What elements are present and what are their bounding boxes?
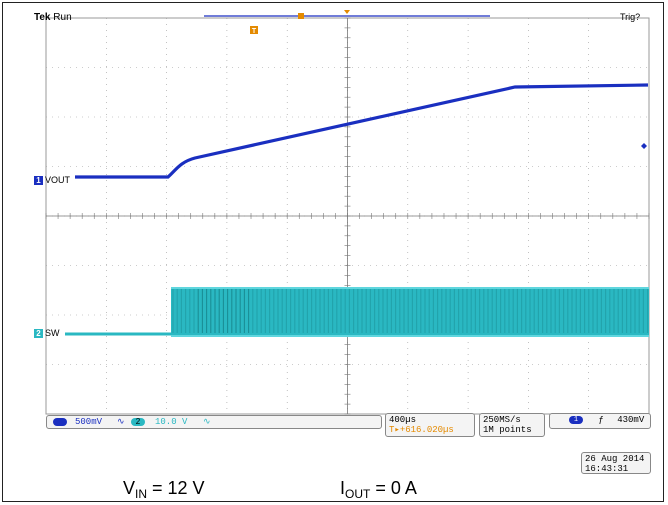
trigger-level: 430mV (617, 415, 645, 425)
trigger-position-arrow (344, 10, 350, 14)
brand-status: Tek Run (34, 12, 72, 23)
vin-caption: VIN = 12 V (123, 478, 205, 501)
trigger-point-icon (250, 26, 258, 34)
record-trigger-marker (298, 13, 304, 19)
sample-rate: 250MS/s (483, 415, 521, 425)
date: 26 Aug 2014 (585, 454, 645, 464)
record-length: 1M points (483, 425, 532, 435)
ch2-coupling-icon: ∿ (203, 417, 211, 427)
time: 16:43:31 (585, 464, 629, 474)
ch1-coupling-icon: ∿ (117, 417, 125, 427)
channel-status-bar: 500mV ∿ 2 10.0 V ∿ (46, 415, 382, 429)
ch1-ground-marker: 1 (34, 176, 43, 185)
ch1-badge (53, 418, 67, 426)
timebase-value: 400µs (389, 415, 417, 425)
timestamp-box: 26 Aug 2014 16:43:31 (581, 452, 651, 474)
trigger-slope-icon: ƒ (598, 415, 604, 425)
ch1-label: VOUT (45, 175, 71, 185)
sw-waveform (65, 287, 649, 337)
svg-text:T: T (252, 28, 257, 35)
graticule (45, 17, 650, 415)
vout-waveform (75, 83, 649, 179)
trigger-status: Trig? (620, 12, 641, 22)
trigger-position-value: T▸+616.020µs (389, 425, 454, 435)
trigger-level-marker (641, 143, 647, 149)
trigger-box: 1 ƒ 430mV (549, 413, 651, 429)
ch2-scale: 10.0 V (155, 417, 188, 427)
acquisition-box: 250MS/s 1M points (479, 413, 545, 437)
timebase-box: 400µs T▸+616.020µs (385, 413, 475, 437)
ch2-badge: 2 (131, 418, 145, 426)
trigger-source-badge: 1 (569, 415, 583, 424)
ch1-scale: 500mV (75, 417, 103, 427)
iout-caption: IOUT = 0 A (340, 478, 417, 501)
ch2-ground-marker: 2 (34, 329, 43, 338)
ch2-label: SW (45, 328, 60, 338)
